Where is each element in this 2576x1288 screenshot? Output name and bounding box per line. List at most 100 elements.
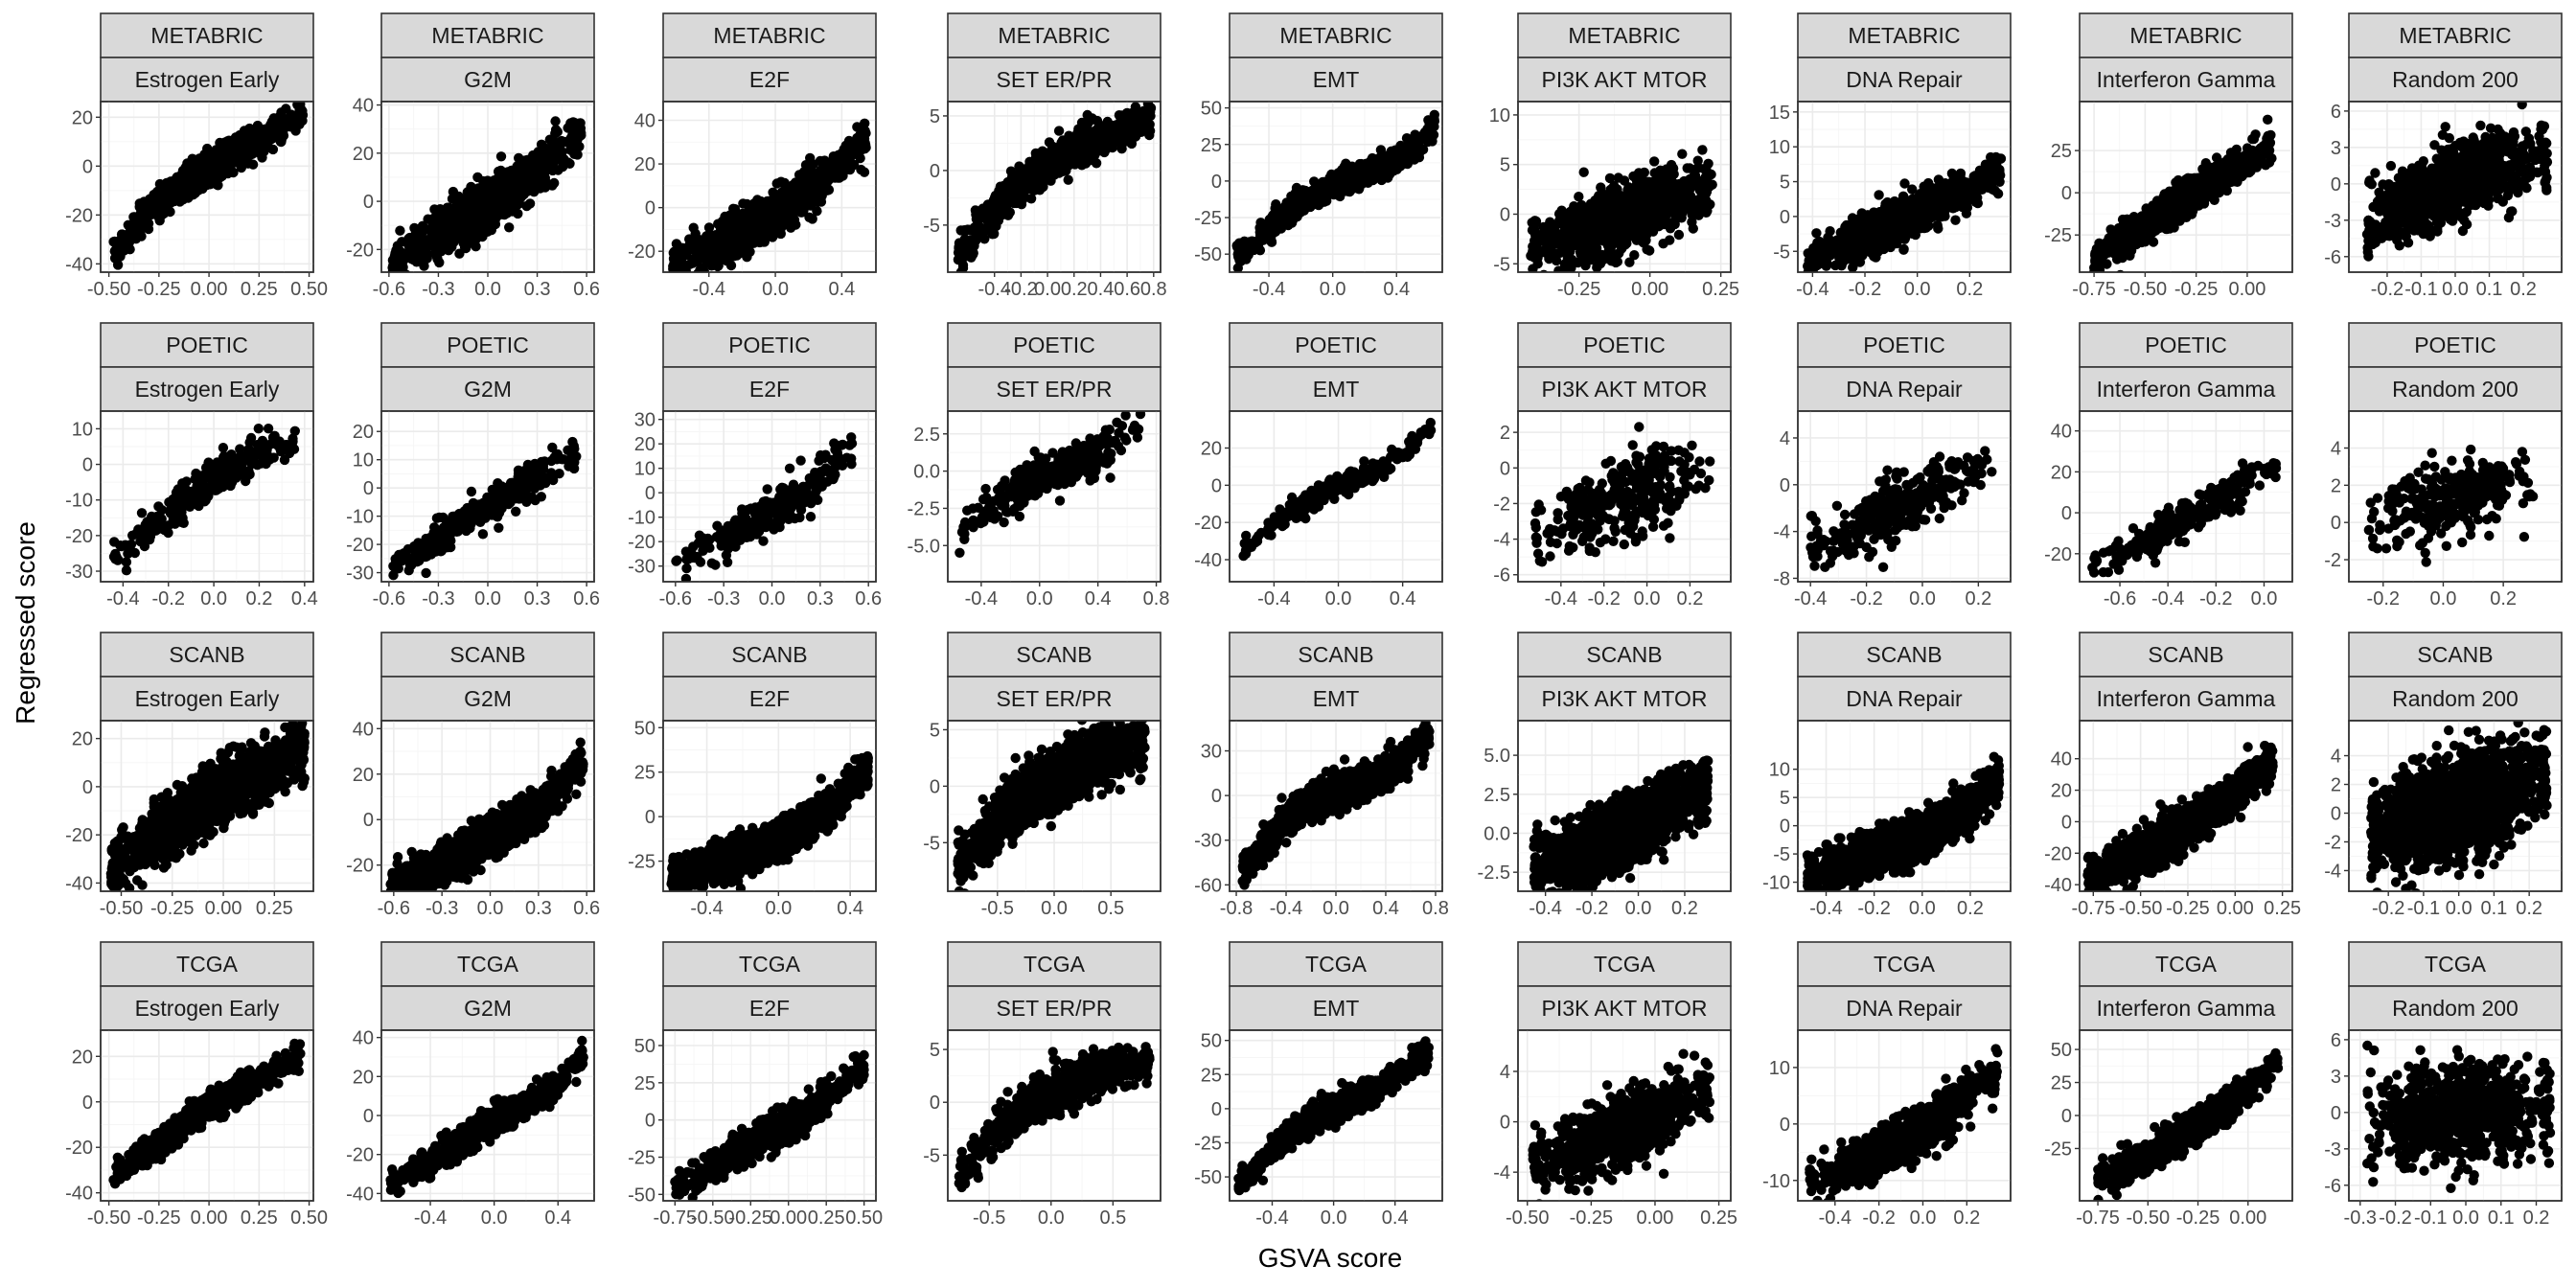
data-point xyxy=(729,204,741,215)
x-tick-label: 0.2 xyxy=(1061,279,1088,300)
x-tick-label: -0.3 xyxy=(422,279,454,300)
data-point xyxy=(113,239,124,249)
strip-signature-label: SET ER/PR xyxy=(997,67,1113,92)
y-tick-label: 0 xyxy=(645,198,656,219)
data-point xyxy=(1265,235,1276,246)
x-tick-label: 0.0 xyxy=(1034,279,1061,300)
data-point xyxy=(1401,133,1413,144)
data-point xyxy=(1000,187,1011,198)
data-point xyxy=(472,172,483,183)
data-point xyxy=(1024,156,1035,167)
data-point xyxy=(489,175,499,186)
data-point xyxy=(460,242,472,254)
x-tick-label: -0.25 xyxy=(137,279,181,300)
y-tick-label: -20 xyxy=(65,205,93,226)
data-point xyxy=(982,223,994,235)
data-point xyxy=(1382,157,1392,168)
data-point xyxy=(1143,126,1154,138)
data-point xyxy=(1334,184,1345,195)
x-tick-label: 0.25 xyxy=(241,279,278,300)
data-point xyxy=(1697,145,1708,155)
data-point xyxy=(691,256,702,267)
y-tick-label: -20 xyxy=(346,240,374,261)
data-point xyxy=(560,136,570,148)
data-point xyxy=(1426,125,1437,135)
data-point xyxy=(1309,191,1321,201)
data-point xyxy=(139,196,150,207)
data-point xyxy=(852,122,862,132)
data-point xyxy=(785,208,795,218)
data-point xyxy=(466,223,476,234)
data-point xyxy=(823,175,834,186)
strip-dataset-label: METABRIC xyxy=(1279,23,1392,48)
data-point xyxy=(713,261,724,271)
data-point xyxy=(838,171,848,181)
data-point xyxy=(212,145,223,155)
data-point xyxy=(768,201,778,212)
x-tick-label: 0.0 xyxy=(1320,279,1346,300)
data-point xyxy=(143,223,154,235)
data-point xyxy=(1047,145,1058,155)
data-point xyxy=(779,177,790,189)
data-point xyxy=(519,155,531,166)
strip-signature-label: Estrogen Early xyxy=(135,67,280,92)
data-point xyxy=(160,194,171,204)
data-point xyxy=(541,162,552,172)
y-tick-label: 20 xyxy=(72,107,93,128)
x-tick-label: 0.00 xyxy=(191,279,228,300)
data-point xyxy=(1539,269,1549,272)
x-tick-label: 0.8 xyxy=(1140,279,1167,300)
data-point xyxy=(738,222,748,233)
data-point xyxy=(453,191,464,202)
strip-dataset-label: METABRIC xyxy=(998,23,1110,48)
data-point xyxy=(1055,157,1066,168)
y-tick-label: 0 xyxy=(1211,172,1222,193)
strip-signature-label: G2M xyxy=(464,67,512,92)
y-tick-label: 0 xyxy=(363,192,374,213)
data-point xyxy=(675,259,685,270)
data-point xyxy=(993,204,1003,216)
data-point xyxy=(405,248,416,259)
data-point xyxy=(834,155,844,166)
data-point xyxy=(417,225,427,237)
data-point xyxy=(572,150,583,160)
data-point xyxy=(1574,192,1584,202)
data-point xyxy=(397,237,407,247)
strip-signature-label: PI3K AKT MTOR xyxy=(1542,67,1708,92)
data-point xyxy=(957,263,969,272)
data-point xyxy=(1235,256,1247,266)
data-point xyxy=(794,170,805,180)
x-tick-label: 0.50 xyxy=(290,279,328,300)
data-point xyxy=(1133,122,1143,132)
x-tick-label: -0.4 xyxy=(693,279,725,300)
data-point xyxy=(547,180,558,191)
strip-dataset-label: METABRIC xyxy=(150,23,263,48)
data-point xyxy=(1271,199,1281,210)
data-point xyxy=(1020,182,1030,193)
data-point xyxy=(501,198,512,210)
strip-dataset xyxy=(380,12,595,58)
data-point xyxy=(811,185,821,196)
data-point xyxy=(1383,172,1393,183)
data-point xyxy=(193,178,203,189)
x-tick-label: 0.0 xyxy=(474,279,501,300)
data-point xyxy=(534,168,544,178)
data-point xyxy=(565,118,576,128)
data-point xyxy=(668,247,678,259)
data-point xyxy=(1416,130,1428,141)
data-point xyxy=(1063,174,1073,185)
data-point xyxy=(820,163,831,173)
data-point xyxy=(434,257,445,268)
data-point xyxy=(257,136,267,147)
data-point xyxy=(126,224,136,235)
data-point xyxy=(432,245,443,257)
data-point xyxy=(285,119,296,130)
data-point xyxy=(956,254,967,265)
data-point xyxy=(533,147,543,157)
data-point xyxy=(971,235,981,246)
data-point xyxy=(1116,113,1127,124)
data-point xyxy=(223,148,234,158)
data-point xyxy=(697,245,708,257)
